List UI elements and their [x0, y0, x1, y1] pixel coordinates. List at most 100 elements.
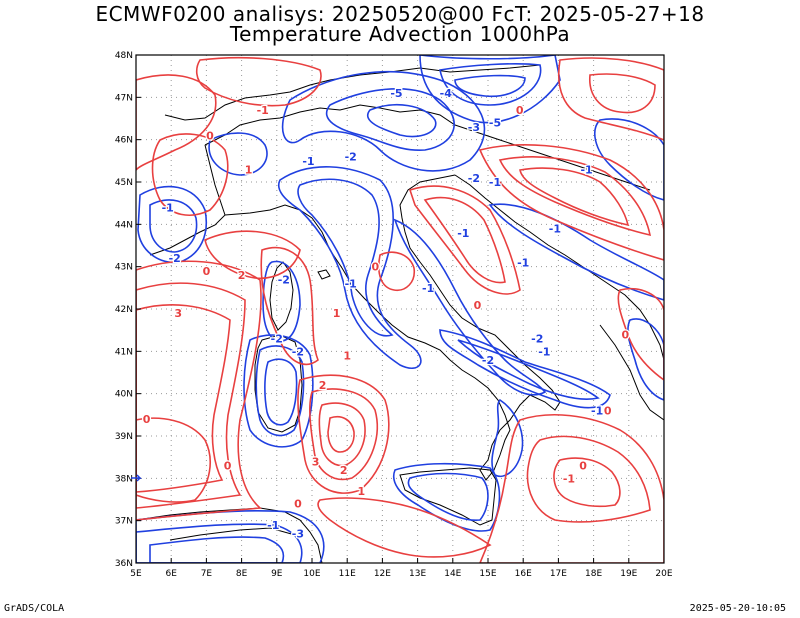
neg-contour-corsica	[262, 260, 301, 342]
neg-contour-tunisia-2	[136, 523, 303, 563]
contour-label: -2	[271, 333, 283, 346]
contour-label: -1	[267, 519, 279, 532]
coastline-layer	[136, 64, 664, 563]
neg-contour-sicily-2	[407, 472, 489, 521]
contour-label: -2	[169, 252, 181, 265]
pos-contour-west-alps-1	[136, 74, 217, 172]
pos-contour-ligurian	[204, 230, 301, 279]
pos-contour-east-2	[498, 156, 652, 237]
contour-label: 1	[343, 350, 351, 363]
contour-label: 2	[238, 269, 246, 282]
lon-tick-label: 10E	[303, 569, 320, 579]
pos-contour-north-1	[195, 56, 322, 107]
france-border	[149, 144, 226, 256]
contour-label: 0	[224, 460, 232, 473]
pos-contour-tyrrhenian-4	[327, 416, 355, 453]
lat-tick-label: 42N	[115, 305, 133, 315]
contour-label: -1	[538, 345, 550, 358]
contour-label: 0	[621, 328, 629, 341]
lat-tick-label: 39N	[115, 432, 133, 442]
pos-contour-sw-1	[136, 417, 211, 503]
lon-tick-label: 11E	[339, 569, 356, 579]
lon-tick-label: 5E	[130, 569, 142, 579]
contour-label: -1	[302, 155, 314, 168]
lat-tick-label: 46N	[115, 136, 133, 146]
lon-tick-label: 17E	[550, 569, 567, 579]
lon-tick-label: 15E	[479, 569, 496, 579]
neg-contour-po-1	[278, 166, 422, 370]
contour-label: -1	[257, 104, 269, 117]
pos-contour-east-3	[519, 167, 630, 227]
contour-label: -1	[489, 176, 501, 189]
elba-coastline	[317, 269, 331, 280]
positive-advection-contours	[136, 56, 664, 563]
balkan-coastline	[454, 174, 664, 361]
pos-contour-central-italy	[378, 251, 416, 292]
sardinia-coastline	[254, 334, 303, 433]
africa-coastline	[136, 507, 323, 563]
austria-border	[329, 64, 541, 81]
lon-tick-label: 19E	[620, 569, 637, 579]
contour-labels: 0-1-1 -2-3 -5-4-5-2 -1-1-1-20 23-2-2-21-1012…	[141, 86, 630, 542]
pos-contour-ne-2	[589, 73, 656, 114]
pos-contour-ionian-3	[553, 457, 621, 508]
contour-label: 0	[516, 104, 524, 117]
contour-label: -1	[591, 405, 603, 418]
swiss-border	[164, 79, 331, 121]
neg-contour-gulf-lion-2	[149, 199, 198, 253]
contour-label: 0	[294, 498, 302, 511]
contour-label: 1	[333, 307, 341, 320]
contour-label: 2	[340, 464, 348, 477]
contour-label: -1	[549, 223, 561, 236]
map-title: ECMWF0200 analisys: 20250520@00 FcT: 202…	[95, 2, 705, 26]
alps-border	[204, 104, 471, 146]
neg-contour-south-2	[457, 339, 600, 400]
pos-contour-tyrrhenian-3	[318, 402, 366, 467]
neg-contour-alps-2	[326, 88, 455, 151]
neg-contour-west-alps	[208, 132, 268, 176]
corsica-coastline	[269, 261, 294, 331]
contour-label: -1	[457, 227, 469, 240]
map-subtitle: Temperature Advection 1000hPa	[229, 22, 571, 46]
lon-tick-label: 12E	[374, 569, 391, 579]
lon-tick-label: 7E	[201, 569, 213, 579]
lon-tick-label: 18E	[585, 569, 602, 579]
contour-label: -1	[422, 282, 434, 295]
pos-contour-balkan-2	[617, 288, 664, 381]
contour-label: -2	[468, 172, 480, 185]
lat-tick-label: 45N	[115, 178, 133, 188]
albania-coastline	[599, 324, 664, 421]
lat-tick-label: 47N	[115, 93, 133, 103]
contour-label: 0	[206, 129, 214, 142]
lat-tick-label: 36N	[115, 559, 133, 569]
contour-label: -1	[517, 256, 529, 269]
contour-label: -1	[345, 278, 357, 291]
neg-contour-albania	[627, 318, 664, 401]
lat-tick-label: 41N	[115, 347, 133, 357]
footer-credit: GrADS/COLA	[4, 603, 65, 614]
neg-contour-sicily-1	[393, 462, 501, 532]
contour-label: 3	[312, 455, 320, 468]
lon-tick-label: 6E	[165, 569, 177, 579]
lat-tick-label: 48N	[115, 51, 133, 61]
contour-label: -1	[162, 201, 174, 214]
neg-contour-balkan-1	[594, 118, 664, 201]
lon-tick-label: 14E	[444, 569, 461, 579]
contour-label: -2	[482, 354, 494, 367]
contour-label: -2	[345, 151, 357, 164]
contour-label: 3	[174, 307, 182, 320]
contour-label: -4	[440, 87, 453, 100]
lat-tick-label: 40N	[115, 390, 133, 400]
balkan-border	[469, 129, 651, 191]
contour-label: -1	[563, 472, 575, 485]
pos-contour-ne-1	[558, 57, 664, 141]
lon-tick-label: 20E	[655, 569, 672, 579]
pos-contour-ionian-2	[526, 435, 651, 523]
pos-contour-south-1	[317, 497, 492, 558]
neg-contour-south-1	[439, 329, 611, 409]
contour-label: 1	[245, 163, 253, 176]
neg-contour-tunisia-3	[149, 536, 285, 563]
neg-contour-alps-3	[367, 104, 437, 138]
contour-label: -5	[489, 117, 501, 130]
